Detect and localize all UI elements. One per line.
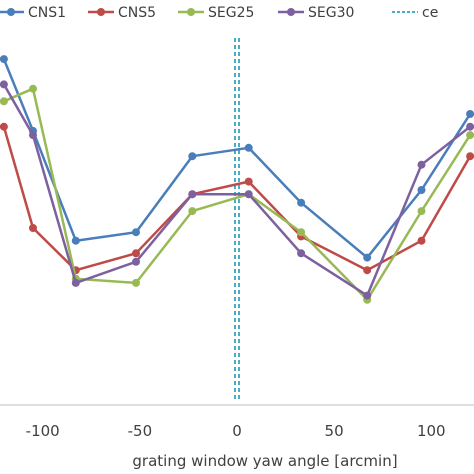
legend-item-ce: ce — [392, 5, 438, 21]
legend-label: SEG30 — [308, 5, 354, 21]
x-tick-label: -50 — [128, 422, 153, 440]
data-point-cns5-3 — [132, 249, 140, 258]
data-point-cns1-9 — [466, 110, 474, 118]
data-point-seg25-8 — [417, 207, 426, 216]
legend-item-cns1: CNS1 — [0, 5, 66, 21]
legend-label: SEG25 — [208, 5, 254, 21]
data-point-seg25-4 — [188, 207, 197, 216]
data-point-cns5-9 — [466, 152, 474, 161]
series-line-cns1 — [2, 58, 472, 259]
x-tick-label: 0 — [232, 422, 242, 440]
legend-label: CNS5 — [118, 5, 156, 21]
data-point-cns1-8 — [417, 186, 426, 194]
data-point-cns1-4 — [188, 152, 197, 161]
legend-item-cns5: CNS5 — [88, 5, 156, 21]
data-point-seg30-4 — [188, 190, 197, 199]
data-point-seg30-8 — [417, 160, 426, 169]
data-point-seg30-3 — [132, 257, 140, 266]
series-line-seg30 — [2, 83, 471, 297]
x-tick-label: -100 — [26, 422, 60, 440]
data-point-seg30-9 — [466, 122, 474, 131]
legend-swatch-marker — [187, 8, 195, 16]
series-line-seg25 — [3, 87, 472, 302]
data-point-seg30-2 — [71, 278, 80, 287]
x-axis-title: grating window yaw angle [arcmin] — [132, 452, 397, 470]
data-point-cns5-0 — [0, 122, 8, 131]
data-point-seg30-7 — [363, 291, 372, 300]
data-point-seg25-3 — [132, 278, 140, 287]
data-point-seg25-9 — [466, 131, 474, 140]
legend: CNS1 CNS5 SEG25 SEG30 ce — [0, 5, 438, 21]
data-point-seg30-5 — [244, 190, 253, 199]
center-line — [234, 38, 240, 400]
series-group — [0, 55, 474, 304]
data-point-cns1-0 — [0, 55, 8, 64]
x-tick-label: 50 — [325, 422, 344, 440]
data-point-cns1-6 — [297, 198, 306, 207]
data-point-cns1-5 — [244, 143, 253, 152]
x-tick-labels: -100 -50 0 50 100 — [26, 422, 446, 440]
data-point-cns5-8 — [417, 236, 426, 245]
data-point-seg30-6 — [297, 249, 306, 258]
legend-item-seg30: SEG30 — [278, 5, 354, 21]
data-point-cns1-2 — [71, 236, 80, 245]
data-point-cns5-1 — [29, 224, 37, 232]
data-point-cns5-5 — [244, 177, 253, 186]
legend-swatch-marker — [7, 8, 15, 16]
data-point-cns1-3 — [132, 228, 140, 237]
data-point-seg25-1 — [29, 84, 37, 93]
data-point-cns5-7 — [363, 266, 372, 275]
data-point-seg30-0 — [0, 80, 8, 89]
x-tick-label: 100 — [417, 422, 446, 440]
legend-item-seg25: SEG25 — [178, 5, 254, 21]
data-point-seg30-1 — [29, 131, 37, 140]
data-point-cns1-7 — [363, 253, 372, 262]
legend-swatch-marker — [97, 8, 105, 16]
legend-label: ce — [422, 5, 438, 21]
data-point-seg25-6 — [297, 228, 306, 237]
data-point-seg25-0 — [0, 97, 8, 106]
legend-label: CNS1 — [28, 5, 66, 21]
legend-swatch-marker — [287, 8, 295, 16]
